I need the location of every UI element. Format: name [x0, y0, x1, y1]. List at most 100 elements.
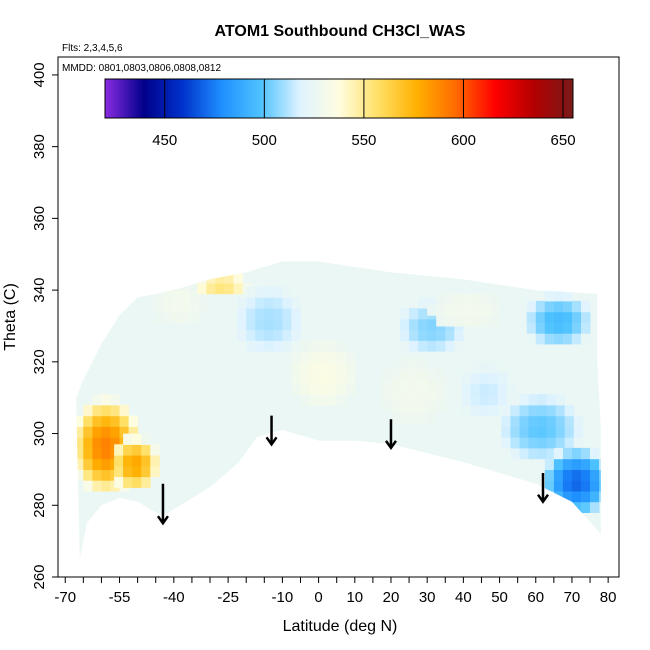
field-cell: [454, 315, 464, 327]
field-cell: [282, 286, 292, 298]
field-cell: [264, 351, 274, 363]
field-cell: [83, 426, 93, 438]
down-arrow: [265, 415, 278, 447]
x-tick-label: 20: [383, 589, 400, 606]
field-cell: [246, 318, 256, 331]
field-cell: [101, 490, 111, 503]
field-cell: [470, 394, 481, 406]
field-cell: [490, 304, 500, 316]
colorbar: 450 500 550 600 650: [104, 78, 576, 149]
field-cell: [224, 272, 234, 284]
field-cell: [418, 329, 428, 341]
field-cell: [255, 297, 265, 309]
field-cell: [436, 329, 446, 341]
field-cell: [172, 279, 182, 291]
field-cell: [553, 447, 564, 460]
field-cell: [318, 383, 329, 395]
field-cell: [327, 351, 338, 363]
field-cell: [409, 422, 419, 435]
field-cell: [255, 318, 265, 331]
field-cell: [318, 340, 329, 352]
field-cell: [391, 369, 401, 381]
field-cell: [150, 390, 160, 402]
field-cell: [327, 361, 338, 374]
field-cell: [409, 308, 419, 320]
field-cell: [168, 358, 178, 370]
field-cell: [479, 383, 490, 395]
field-cell: [528, 415, 538, 427]
field-cell: [186, 358, 196, 370]
down-arrow: [384, 419, 397, 451]
field-cell: [132, 433, 142, 445]
field-cell: [92, 404, 102, 417]
field-cell: [300, 340, 310, 352]
x-tick-label: 0: [314, 589, 322, 606]
field-cell: [291, 383, 301, 395]
field-cell: [150, 455, 160, 467]
field-cell: [195, 412, 205, 424]
field-cell: [463, 293, 473, 305]
field-cell: [204, 412, 215, 424]
field-cell: [318, 394, 329, 406]
field-cell: [488, 372, 499, 384]
field-cell: [195, 379, 205, 392]
x-tick-label: 40: [455, 589, 472, 606]
chart-title: ATOM1 Southbound CH3Cl_WAS: [215, 23, 466, 40]
field-cell: [264, 297, 274, 309]
field-cell: [436, 315, 446, 327]
field-cell: [273, 286, 283, 298]
field-cell: [345, 361, 356, 374]
colorbar-ticks: 450 500 550 600 650: [152, 79, 576, 149]
field-cell: [101, 458, 111, 470]
field-cell: [83, 415, 93, 427]
field-cell: [479, 361, 490, 374]
field-cell: [479, 404, 490, 417]
field-cell: [233, 282, 243, 295]
field-cell: [132, 476, 142, 488]
field-cell: [110, 426, 120, 438]
field-cell: [318, 351, 329, 363]
field-cell: [562, 458, 573, 470]
field-cell: [571, 512, 582, 524]
field-cell: [573, 437, 584, 449]
field-cell: [562, 333, 573, 345]
field-cell: [273, 329, 283, 341]
dates-label: MMDD: 0801,0803,0806,0808,0812: [62, 63, 221, 74]
field-cell: [199, 300, 209, 313]
field-cell: [510, 415, 520, 427]
field-cell: [463, 326, 473, 338]
field-cell: [571, 322, 582, 334]
field-cell: [168, 390, 178, 402]
field-cell: [222, 379, 233, 392]
field-cell: [327, 340, 338, 352]
field-cell: [132, 455, 142, 467]
down-arrow-head: [536, 493, 550, 504]
field-cell: [553, 501, 564, 513]
field-cell: [336, 361, 347, 374]
field-cell: [204, 390, 215, 402]
field-cell: [132, 465, 142, 478]
field-cell: [246, 340, 256, 352]
field-cell: [454, 329, 464, 341]
field-cell: [123, 465, 133, 478]
field-cell: [273, 318, 283, 331]
field-cell: [436, 401, 446, 413]
field-cell: [76, 469, 84, 481]
field-cell: [555, 394, 566, 406]
field-cell: [526, 333, 537, 345]
field-cell: [168, 401, 178, 413]
field-cell: [581, 458, 591, 470]
field-cell: [76, 415, 84, 427]
field-cell: [255, 340, 265, 352]
field-cell: [488, 383, 499, 395]
field-cell: [590, 458, 600, 470]
field-cell: [562, 311, 573, 323]
field-cell: [172, 311, 182, 323]
y-tick-label: 360: [31, 206, 48, 231]
field-cell: [213, 369, 224, 381]
field-cell: [526, 300, 537, 313]
field-cell: [101, 404, 111, 417]
field-cell: [519, 447, 529, 460]
field-cell: [101, 394, 111, 406]
field-cell: [418, 297, 428, 309]
